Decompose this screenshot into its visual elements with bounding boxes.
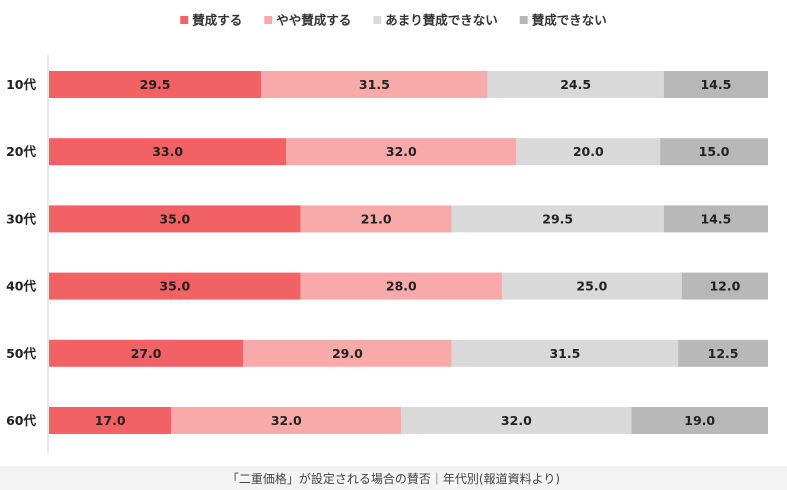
- bar-2-0: [49, 205, 301, 233]
- bars: 29.5 31.5 24.5 14.5 33.0 32.0 20.0 15.0 35.0 21.0…: [49, 71, 768, 434]
- bar-4-1: [243, 339, 452, 367]
- data-label-5-3: 19.0: [684, 413, 715, 428]
- bar-1-2: [516, 138, 661, 166]
- data-label-4-0: 27.0: [131, 346, 162, 361]
- bar-4-2: [451, 339, 679, 367]
- stacked-bar-chart: 賛成する やや賛成する あまり賛成できない 賛成できない 10代 20代 30代 40代 50…: [6, 13, 768, 452]
- legend-swatch-3: [519, 16, 528, 24]
- y-label-5: 60代: [6, 413, 36, 428]
- bar-2-2: [451, 205, 664, 233]
- data-label-2-0: 35.0: [159, 211, 190, 226]
- legend-label-2: あまり賛成できない: [385, 13, 498, 28]
- legend-swatch-1: [264, 16, 273, 24]
- data-label-1-1: 32.0: [386, 144, 417, 159]
- bar-5-1: [171, 407, 402, 434]
- bar-1-3: [660, 138, 768, 166]
- data-label-0-1: 31.5: [359, 77, 390, 92]
- data-label-4-1: 29.0: [332, 346, 363, 361]
- data-label-0-2: 24.5: [560, 77, 591, 92]
- data-label-3-2: 25.0: [576, 279, 607, 294]
- y-label-2: 30代: [6, 211, 36, 226]
- data-label-1-3: 15.0: [699, 144, 730, 159]
- bar-3-3: [681, 272, 768, 300]
- bar-0-2: [487, 71, 664, 98]
- bar-2-3: [663, 205, 768, 233]
- bar-5-0: [49, 407, 172, 434]
- bar-3-1: [300, 272, 502, 300]
- data-label-0-3: 14.5: [700, 77, 731, 92]
- data-label-2-3: 14.5: [700, 211, 731, 226]
- data-label-5-2: 32.0: [501, 413, 532, 428]
- legend-label-3: 賛成できない: [532, 13, 607, 28]
- data-label-4-3: 12.5: [708, 346, 739, 361]
- data-label-4-2: 31.5: [549, 346, 580, 361]
- data-label-3-1: 28.0: [386, 279, 417, 294]
- data-label-0-0: 29.5: [140, 77, 171, 92]
- bar-2-1: [300, 205, 452, 233]
- y-label-0: 10代: [6, 77, 36, 92]
- data-label-3-3: 12.0: [709, 279, 740, 294]
- bar-4-3: [678, 339, 768, 367]
- chart-caption: 「二重価格」が設定される場合の賛否｜年代別(報道資料より): [0, 466, 787, 490]
- legend-label-1: やや賛成する: [276, 13, 351, 28]
- y-axis-labels: 10代 20代 30代 40代 50代 60代: [6, 77, 36, 428]
- data-label-1-2: 20.0: [573, 144, 604, 159]
- legend-swatch-0: [180, 16, 189, 24]
- y-label-3: 40代: [6, 279, 36, 294]
- bar-3-0: [49, 272, 301, 300]
- y-label-4: 50代: [6, 346, 36, 361]
- bar-1-0: [49, 138, 287, 166]
- bar-1-1: [286, 138, 517, 166]
- data-label-2-1: 21.0: [361, 211, 392, 226]
- legend-label-0: 賛成する: [192, 13, 242, 28]
- data-label-5-0: 17.0: [95, 413, 126, 428]
- y-label-1: 20代: [6, 144, 36, 159]
- bar-4-0: [49, 339, 244, 367]
- bar-0-0: [49, 71, 262, 98]
- bar-5-3: [631, 407, 768, 434]
- bar-3-2: [501, 272, 682, 300]
- data-label-5-1: 32.0: [271, 413, 302, 428]
- data-label-1-0: 33.0: [152, 144, 183, 159]
- bar-0-3: [663, 71, 768, 98]
- bar-5-2: [401, 407, 632, 434]
- data-label-3-0: 35.0: [159, 279, 190, 294]
- data-label-2-2: 29.5: [542, 211, 573, 226]
- legend-swatch-2: [373, 16, 382, 24]
- bar-0-1: [261, 71, 488, 98]
- legend: 賛成する やや賛成する あまり賛成できない 賛成できない: [180, 13, 607, 28]
